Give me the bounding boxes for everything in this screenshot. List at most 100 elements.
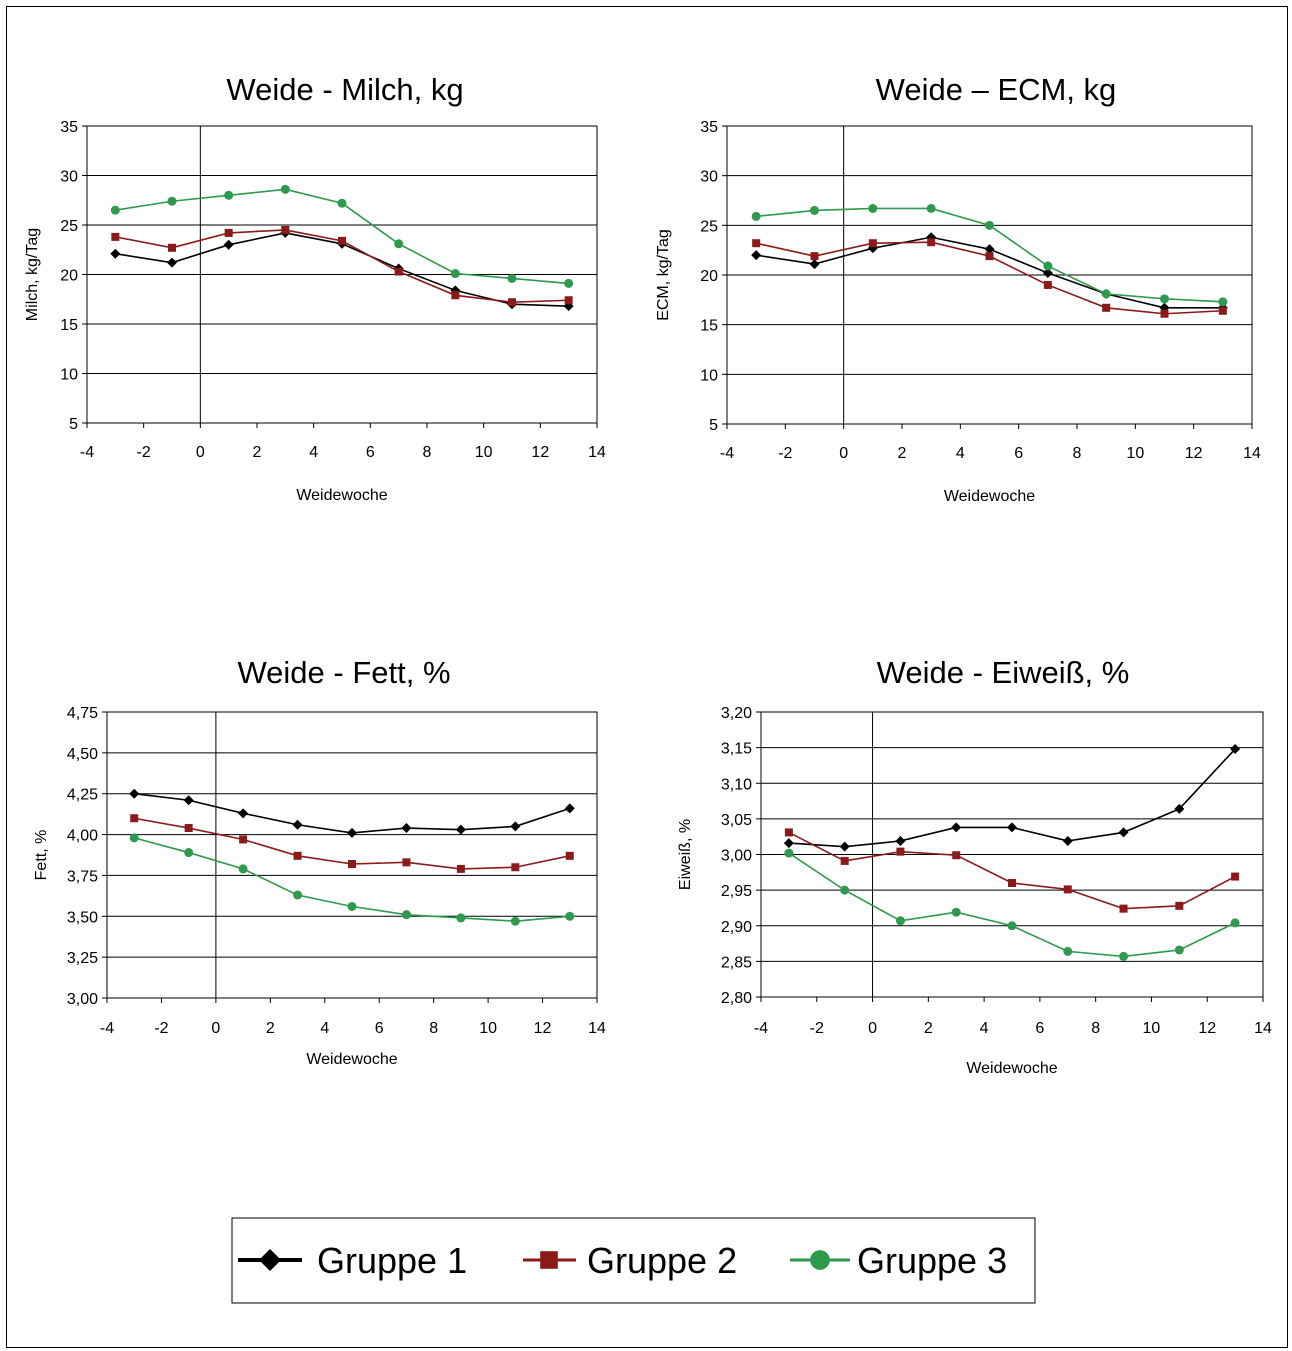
y-tick-label: 30 xyxy=(60,169,78,186)
data-point xyxy=(784,828,793,837)
chart-panel-3: Weide - Fett, % 3,00 3,25 3,50 3,75 4,00 4,25 4… xyxy=(33,655,606,1068)
x-tick-label: -4 xyxy=(80,444,94,461)
data-point xyxy=(401,823,412,834)
x-tick-label: 14 xyxy=(1254,1020,1272,1037)
data-point xyxy=(223,239,234,250)
data-point xyxy=(1230,918,1240,928)
x-tick-label: 10 xyxy=(479,1020,497,1037)
x-tick-label: 2 xyxy=(253,444,262,461)
data-point xyxy=(926,203,936,213)
data-point xyxy=(129,833,139,843)
x-tick-label: 8 xyxy=(423,444,432,461)
data-point xyxy=(348,859,356,868)
x-axis-label: Weidewoche xyxy=(306,1051,397,1068)
x-axis-label: Weidewoche xyxy=(944,488,1035,505)
data-point xyxy=(508,298,516,307)
x-tick-label: 12 xyxy=(1185,445,1203,462)
x-axis-label: Weidewoche xyxy=(966,1060,1057,1077)
y-tick-label: 2,95 xyxy=(721,883,752,900)
data-point xyxy=(868,239,877,248)
data-point xyxy=(1007,822,1017,833)
series-gruppe-1 xyxy=(751,232,1228,313)
data-point xyxy=(184,848,194,858)
y-tick-label: 10 xyxy=(700,367,718,384)
series-gruppe-2 xyxy=(111,225,573,307)
data-point xyxy=(1174,803,1185,814)
data-point xyxy=(564,803,575,814)
data-point xyxy=(784,848,794,858)
data-point xyxy=(564,296,573,305)
data-point xyxy=(1230,744,1241,755)
legend-label: Gruppe 2 xyxy=(587,1240,737,1281)
data-point xyxy=(839,841,850,852)
data-point xyxy=(111,232,120,241)
data-point xyxy=(810,252,819,261)
y-tick-label: 5 xyxy=(69,416,78,433)
data-point xyxy=(337,198,347,208)
data-point xyxy=(1160,309,1169,318)
y-tick-label: 3,50 xyxy=(67,909,98,926)
data-point xyxy=(224,190,234,200)
data-point xyxy=(238,808,249,819)
data-point xyxy=(564,278,574,288)
x-tick-label: 14 xyxy=(588,1020,606,1037)
chart-panel-4: Weide - Eiweiß, % 2,80 2,85 2,90 2,95 3,00 3,0… xyxy=(677,655,1272,1077)
data-point xyxy=(1102,303,1111,312)
x-tick-label: 4 xyxy=(309,444,318,461)
data-point xyxy=(167,196,177,206)
x-tick-label: -2 xyxy=(778,445,792,462)
data-point xyxy=(1118,827,1129,838)
x-tick-label: 6 xyxy=(366,444,375,461)
y-tick-label: 2,85 xyxy=(721,954,752,971)
data-point xyxy=(1119,951,1129,961)
x-tick-label: 8 xyxy=(429,1020,438,1037)
data-point xyxy=(1231,872,1240,881)
y-tick-label: 4,25 xyxy=(67,787,98,804)
data-point xyxy=(751,250,762,261)
data-point xyxy=(1175,901,1184,910)
plot-area xyxy=(726,125,1253,425)
plot-area xyxy=(760,711,1264,998)
data-point xyxy=(951,822,962,833)
data-point xyxy=(293,890,303,900)
y-tick-label: 4,00 xyxy=(67,828,98,845)
data-point xyxy=(347,901,357,911)
x-tick-label: 10 xyxy=(1143,1020,1161,1037)
data-point xyxy=(1218,306,1227,315)
legend-marker xyxy=(810,1250,830,1270)
y-tick-label: 3,00 xyxy=(721,848,752,865)
series-gruppe-3 xyxy=(129,833,575,926)
chart-title: Weide - Fett, % xyxy=(237,655,450,690)
data-point xyxy=(110,205,120,215)
data-point xyxy=(840,856,849,865)
x-tick-label: -4 xyxy=(100,1020,114,1037)
data-point xyxy=(510,821,521,832)
y-tick-label: 5 xyxy=(709,417,718,434)
series-line xyxy=(788,831,1236,910)
data-point xyxy=(896,847,905,856)
y-tick-label: 2,90 xyxy=(721,919,752,936)
legend-item-1: Gruppe 1 xyxy=(238,1240,467,1281)
data-point xyxy=(752,239,761,248)
legend-marker xyxy=(259,1249,281,1271)
x-tick-label: -2 xyxy=(137,444,151,461)
data-point xyxy=(281,225,290,234)
x-tick-label: 0 xyxy=(196,444,205,461)
y-tick-label: 3,05 xyxy=(721,812,752,829)
x-tick-label: -4 xyxy=(754,1020,768,1037)
data-point xyxy=(238,864,248,874)
data-point xyxy=(450,269,460,279)
data-point xyxy=(565,911,575,921)
y-tick-label: 3,75 xyxy=(67,868,98,885)
data-point xyxy=(224,228,233,237)
data-point xyxy=(129,788,140,799)
y-tick-label: 2,80 xyxy=(721,990,752,1007)
legend-item-2: Gruppe 2 xyxy=(523,1240,737,1281)
x-tick-label: 12 xyxy=(1198,1020,1216,1037)
data-point xyxy=(1043,280,1052,289)
legend-marker xyxy=(540,1251,558,1269)
x-tick-label: 14 xyxy=(1243,445,1261,462)
y-tick-label: 3,10 xyxy=(721,776,752,793)
y-tick-label: 30 xyxy=(700,169,718,186)
data-point xyxy=(130,814,139,823)
